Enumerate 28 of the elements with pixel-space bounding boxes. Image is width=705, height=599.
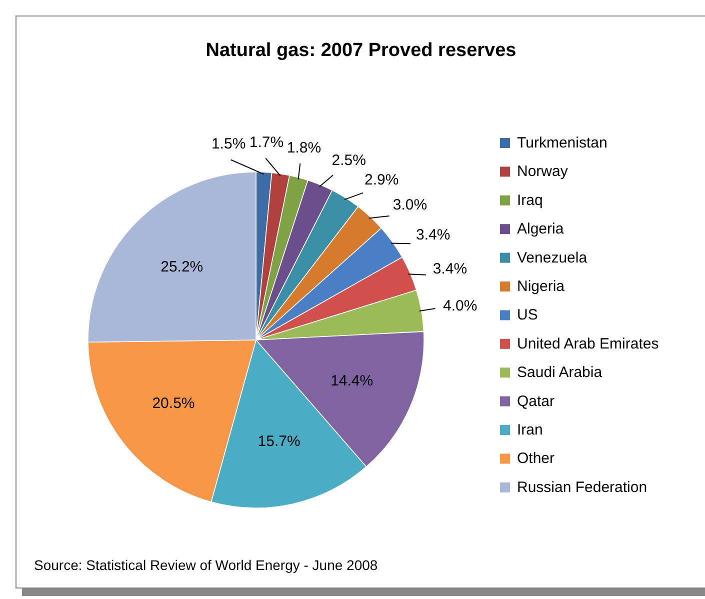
data-label: 3.0% — [392, 196, 428, 214]
chart-title: Natural gas: 2007 Proved reserves — [206, 40, 516, 61]
legend-label: Turkmenistan — [517, 134, 608, 152]
data-label: 2.9% — [364, 171, 399, 188]
legend-label: Other — [517, 450, 555, 468]
data-label: 3.4% — [432, 260, 468, 278]
legend-label: Norway — [517, 163, 568, 180]
data-label: 1.7% — [249, 134, 284, 151]
legend-label: US — [517, 306, 538, 324]
legend-label: Nigeria — [517, 278, 566, 295]
legend-label: Iraq — [517, 192, 543, 209]
data-label: 1.8% — [286, 139, 322, 156]
data-label: 4.0% — [443, 297, 478, 314]
legend-label: Saudi Arabia — [517, 364, 603, 382]
data-label: 2.5% — [332, 152, 366, 170]
data-label: 25.2% — [160, 258, 204, 276]
data-label: 20.5% — [152, 395, 195, 412]
legend-label: Russian Federation — [517, 478, 648, 496]
legend-label: Iran — [517, 422, 543, 438]
legend-label: Algeria — [517, 220, 564, 238]
data-label: 14.4% — [330, 372, 374, 390]
data-label: 3.4% — [416, 226, 450, 244]
source-note: Source: Statistical Review of World Energy - June 2008 — [34, 557, 378, 573]
data-label: 1.5% — [211, 135, 246, 152]
legend-label: United Arab Emirates — [517, 335, 659, 352]
legend-label: Qatar — [517, 392, 555, 410]
legend-label: Venezuela — [517, 249, 588, 266]
data-label: 15.7% — [258, 433, 300, 450]
